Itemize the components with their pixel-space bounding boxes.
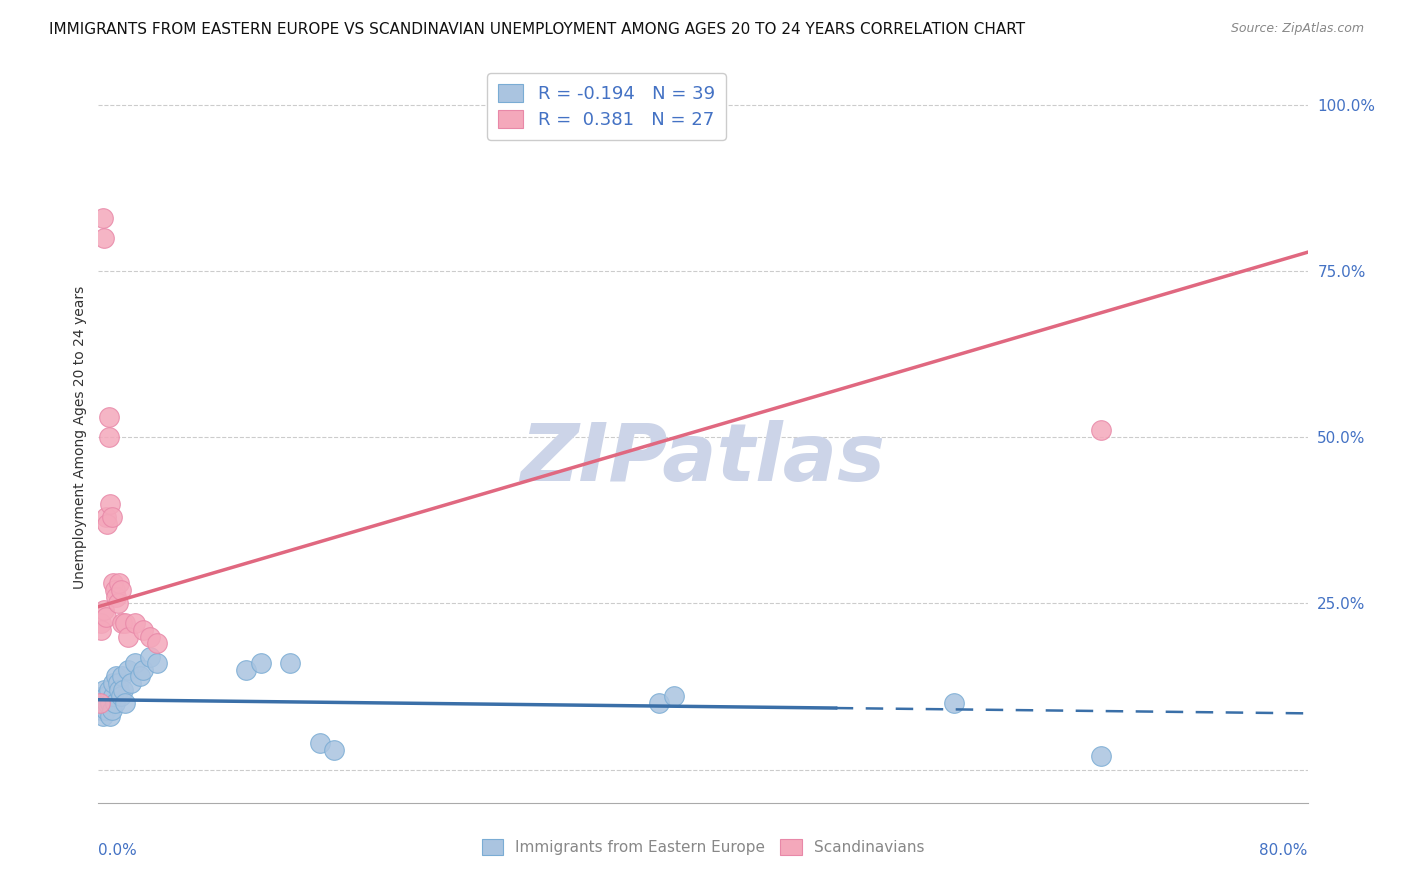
Point	[97, 430, 120, 444]
Point	[101, 690, 124, 704]
Point	[94, 509, 117, 524]
Point	[89, 696, 111, 710]
Point	[90, 616, 112, 631]
Point	[110, 690, 132, 704]
Point	[107, 676, 129, 690]
Point	[94, 609, 117, 624]
Y-axis label: Unemployment Among Ages 20 to 24 years: Unemployment Among Ages 20 to 24 years	[73, 285, 87, 589]
Point	[96, 516, 118, 531]
Point	[97, 682, 120, 697]
Point	[101, 576, 124, 591]
Point	[90, 703, 112, 717]
Point	[124, 656, 146, 670]
Point	[1090, 424, 1112, 438]
Point	[117, 663, 139, 677]
Point	[114, 696, 136, 710]
Point	[100, 703, 122, 717]
Point	[97, 410, 120, 425]
Point	[662, 690, 685, 704]
Point	[91, 211, 114, 225]
Point	[104, 582, 127, 597]
Point	[120, 676, 142, 690]
Point	[93, 603, 115, 617]
Point	[89, 696, 111, 710]
Point	[93, 696, 115, 710]
Point	[98, 696, 121, 710]
Point	[114, 616, 136, 631]
Text: IMMIGRANTS FROM EASTERN EUROPE VS SCANDINAVIAN UNEMPLOYMENT AMONG AGES 20 TO 24 : IMMIGRANTS FROM EASTERN EUROPE VS SCANDI…	[49, 22, 1025, 37]
Point	[323, 742, 346, 756]
Point	[235, 663, 257, 677]
Text: Source: ZipAtlas.com: Source: ZipAtlas.com	[1230, 22, 1364, 36]
Point	[100, 509, 122, 524]
Point	[131, 623, 153, 637]
Point	[91, 709, 114, 723]
Point	[91, 690, 114, 704]
Point	[128, 669, 150, 683]
Point	[90, 623, 112, 637]
Point	[96, 696, 118, 710]
Legend: Immigrants from Eastern Europe, Scandinavians: Immigrants from Eastern Europe, Scandina…	[475, 833, 931, 861]
Point	[108, 576, 131, 591]
Point	[139, 630, 162, 644]
Point	[131, 663, 153, 677]
Point	[112, 682, 135, 697]
Point	[104, 696, 127, 710]
Point	[1090, 749, 1112, 764]
Point	[146, 656, 169, 670]
Text: 0.0%: 0.0%	[98, 843, 138, 858]
Point	[107, 596, 129, 610]
Point	[139, 649, 162, 664]
Point	[105, 669, 128, 683]
Point	[308, 736, 330, 750]
Point	[93, 682, 115, 697]
Point	[94, 690, 117, 704]
Point	[111, 669, 134, 683]
Point	[108, 682, 131, 697]
Point	[101, 676, 124, 690]
Text: 80.0%: 80.0%	[1260, 843, 1308, 858]
Point	[249, 656, 271, 670]
Point	[117, 630, 139, 644]
Point	[94, 703, 117, 717]
Text: ZIPatlas: ZIPatlas	[520, 420, 886, 498]
Point	[105, 590, 128, 604]
Point	[124, 616, 146, 631]
Point	[93, 230, 115, 244]
Point	[110, 582, 132, 597]
Point	[98, 497, 121, 511]
Point	[111, 616, 134, 631]
Point	[146, 636, 169, 650]
Point	[648, 696, 671, 710]
Point	[942, 696, 965, 710]
Point	[98, 709, 121, 723]
Point	[278, 656, 301, 670]
